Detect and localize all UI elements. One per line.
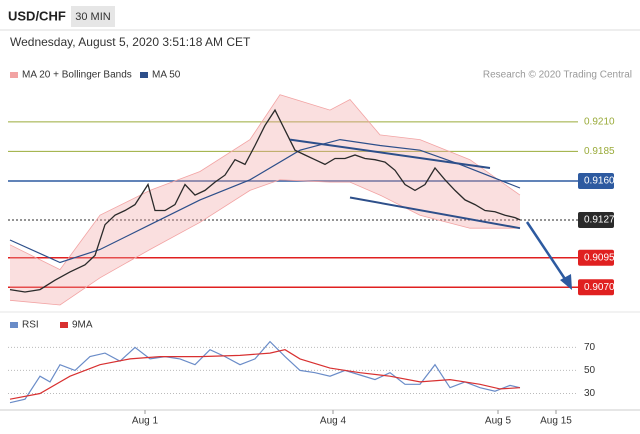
bollinger-band <box>350 99 380 196</box>
legend-swatch <box>140 72 148 78</box>
level-label-box <box>578 279 614 296</box>
y-tick-label: 70 <box>584 342 596 353</box>
bollinger-band <box>10 244 60 305</box>
series-line <box>9 138 521 264</box>
bollinger-band <box>100 190 150 278</box>
legend-swatch <box>60 322 68 328</box>
trendline <box>289 138 491 169</box>
level-label: 0.9210 <box>584 117 615 128</box>
level-label-box <box>578 249 614 266</box>
level-label: 0.9185 <box>584 146 615 157</box>
y-tick-label: 50 <box>584 365 596 376</box>
bollinger-band <box>380 134 420 216</box>
credit: Research © 2020 Trading Central <box>483 70 632 81</box>
projection-arrow <box>525 221 572 290</box>
symbol: USD/CHF <box>8 8 66 23</box>
legend-swatch <box>10 72 18 78</box>
arrow-shaft <box>525 221 569 283</box>
x-tick-label: Aug 5 <box>485 416 512 427</box>
timestamp: Wednesday, August 5, 2020 3:51:18 AM CET <box>10 35 251 49</box>
level-label: 0.9095 <box>584 252 615 263</box>
x-tick-label: Aug 4 <box>320 416 347 427</box>
x-tick-label: Aug 1 <box>132 416 159 427</box>
legend-label: RSI <box>22 320 39 331</box>
legend-label: MA 20 + Bollinger Bands <box>22 70 132 81</box>
band-lower <box>9 179 520 306</box>
series-line <box>9 349 521 400</box>
band-upper <box>9 94 521 271</box>
arrow-head <box>560 274 572 290</box>
bollinger-band <box>420 139 470 229</box>
level-label: 0.9127 <box>584 215 615 226</box>
level-label-box <box>578 172 614 189</box>
bollinger-band <box>330 99 350 183</box>
interval-label[interactable]: 30 MIN <box>75 11 111 23</box>
bollinger-band <box>470 159 520 229</box>
legend-label: 9MA <box>72 320 93 331</box>
legend-label: MA 50 <box>152 70 181 81</box>
level-label: 0.9070 <box>584 282 615 293</box>
y-tick-label: 30 <box>584 388 596 399</box>
legend-swatch <box>10 322 18 328</box>
bollinger-band <box>60 215 100 305</box>
series-line <box>9 340 521 404</box>
trendline <box>349 196 521 230</box>
bollinger-band <box>150 171 200 250</box>
x-tick-label: Aug 15 <box>540 416 572 427</box>
level-label: 0.9160 <box>584 176 615 187</box>
price-line <box>9 108 521 293</box>
level-label-box <box>578 211 614 228</box>
interval-button[interactable] <box>71 6 115 27</box>
